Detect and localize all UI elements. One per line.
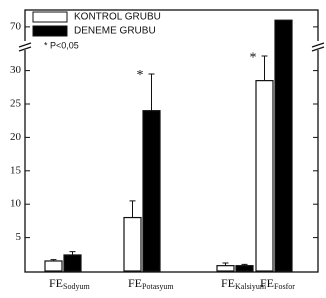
legend-swatch — [32, 25, 68, 37]
error-bar — [261, 55, 268, 81]
category-prefix: FE — [260, 276, 274, 290]
legend-swatch — [32, 11, 68, 23]
legend-note: * P<0,05 — [44, 40, 79, 50]
legend-label: KONTROL GRUBU — [74, 12, 161, 23]
y-tick-label: 70 — [10, 20, 22, 32]
bar — [255, 80, 274, 272]
category-name: Potasyum — [142, 282, 174, 291]
error-bar — [129, 200, 136, 218]
bar — [216, 265, 235, 272]
significance-mark: * — [250, 50, 257, 65]
category-prefix: FE — [128, 276, 142, 290]
x-tick-label: FEFosfor — [260, 276, 295, 291]
error-bar — [241, 263, 248, 266]
category-name: Kalsiyum — [235, 282, 267, 291]
plot-frame — [24, 9, 319, 273]
bar — [44, 260, 63, 272]
y-tick-label: 30 — [10, 64, 22, 76]
legend-label: DENEME GRUBU — [74, 26, 156, 37]
x-tick-label: FEKalsiyum — [221, 276, 267, 291]
bar — [63, 254, 82, 272]
category-prefix: FE — [49, 276, 63, 290]
error-bar — [148, 73, 155, 111]
x-tick-label: FESodyum — [49, 276, 90, 291]
axis-break — [18, 41, 325, 52]
significance-mark: * — [137, 68, 144, 83]
y-tick-label: 15 — [10, 164, 22, 176]
y-tick-label: 10 — [10, 198, 22, 210]
y-tick-label: 25 — [10, 98, 22, 110]
error-bar — [50, 259, 57, 261]
bar — [274, 19, 293, 272]
bar — [142, 110, 161, 272]
category-name: Fosfor — [274, 282, 295, 291]
x-tick-label: FEPotasyum — [128, 276, 174, 291]
category-name: Sodyum — [63, 282, 90, 291]
error-bar — [69, 251, 76, 255]
bar — [123, 216, 142, 272]
y-tick-label: 5 — [16, 231, 22, 243]
category-prefix: FE — [221, 276, 235, 290]
y-tick-label: 20 — [10, 131, 22, 143]
error-bar — [222, 262, 229, 266]
bar — [235, 265, 254, 272]
